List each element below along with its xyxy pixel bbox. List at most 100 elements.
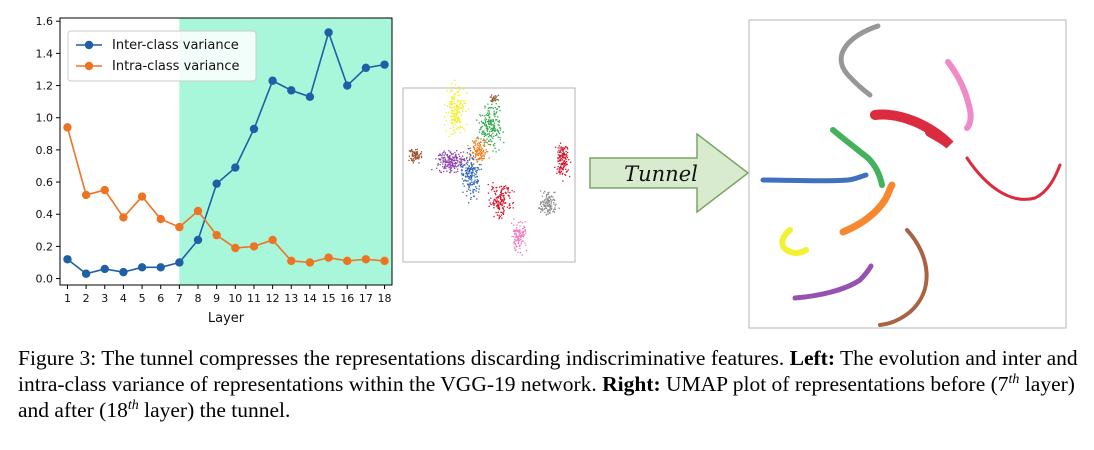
cluster-arc-pink bbox=[945, 59, 974, 131]
figure: 0.00.20.40.60.81.01.21.41.6 1 2 3 4 5 6 7 8 9 10 1… bbox=[36, 15, 1067, 329]
x-tick-label: 9 bbox=[213, 292, 220, 305]
x-tick-label: 2 bbox=[83, 292, 90, 305]
caption-left-text: The evolution and inter and intra-class … bbox=[18, 346, 1078, 396]
data-point-intra-class bbox=[287, 256, 296, 266]
cluster-purple bbox=[431, 150, 471, 174]
caption-figure-label: Figure 3: bbox=[18, 346, 97, 370]
figure-caption: Figure 3: The tunnel compresses the repr… bbox=[18, 345, 1084, 423]
data-point-intra-class bbox=[361, 255, 371, 264]
data-point-intra-class bbox=[100, 185, 109, 195]
x-tick-label: 6 bbox=[157, 292, 164, 305]
data-point-intra-class bbox=[193, 206, 203, 216]
legend-intra-class-marker bbox=[84, 61, 94, 71]
cluster-arc-gray bbox=[838, 23, 881, 98]
y-tick-label: 0.8 bbox=[36, 144, 54, 157]
series-lines bbox=[63, 28, 389, 278]
x-tick-label: 10 bbox=[228, 292, 242, 305]
cluster-yellow bbox=[443, 79, 470, 137]
caption-superscript-2: th bbox=[127, 397, 139, 413]
x-tick-label: 4 bbox=[120, 292, 127, 305]
x-tick-label: 16 bbox=[340, 292, 354, 305]
data-point-inter-class bbox=[119, 267, 128, 277]
data-point-inter-class bbox=[268, 76, 277, 85]
data-point-inter-class bbox=[193, 235, 203, 245]
cluster-pink bbox=[511, 218, 528, 256]
cluster-brown bbox=[489, 94, 499, 103]
data-point-inter-class bbox=[380, 60, 389, 69]
umap-plot-before-tunnel bbox=[402, 79, 576, 263]
y-tick-label: 1.4 bbox=[36, 47, 54, 60]
legend-inter-class-marker bbox=[84, 40, 94, 50]
cluster-green bbox=[476, 94, 505, 157]
cluster-arc-purple bbox=[792, 263, 874, 301]
y-axis-ticks: 0.0 0.2 0.4 0.6 0.8 1.0 1.2 1.4 1.6 bbox=[36, 15, 60, 286]
legend-intra-class-label: Intra-class variance bbox=[112, 59, 240, 74]
x-tick-label: 5 bbox=[139, 292, 146, 305]
data-point-intra-class bbox=[119, 213, 128, 222]
data-point-inter-class bbox=[100, 264, 109, 274]
cluster-gray bbox=[538, 190, 560, 216]
cluster-arc-red bbox=[965, 156, 1062, 201]
legend-inter-class-label: Inter-class variance bbox=[112, 38, 239, 53]
cluster-arc-blue bbox=[760, 172, 869, 184]
x-axis-label: Layer bbox=[208, 311, 245, 326]
data-point-inter-class bbox=[81, 269, 91, 278]
cluster-arc-green bbox=[830, 127, 885, 188]
data-point-inter-class bbox=[343, 81, 352, 90]
cluster-red bbox=[554, 142, 572, 182]
x-tick-label: 7 bbox=[176, 292, 183, 305]
variance-chart: 0.00.20.40.60.81.01.21.41.6 1 2 3 4 5 6 7 8 9 10 1… bbox=[36, 15, 393, 326]
data-point-intra-class bbox=[324, 253, 333, 262]
caption-right-label: Right: bbox=[602, 372, 661, 396]
caption-right-text-2: layer) and after (18 bbox=[18, 372, 1075, 422]
caption-right-text-1: UMAP plot of representations before (7 bbox=[666, 372, 1009, 396]
data-point-inter-class bbox=[305, 92, 315, 102]
tunnel-arrow-label: Tunnel bbox=[624, 162, 698, 186]
cluster-arc-orange bbox=[839, 181, 896, 236]
data-point-intra-class bbox=[137, 192, 147, 201]
data-point-inter-class bbox=[249, 124, 259, 134]
tunnel-arrow: Tunnel bbox=[589, 132, 750, 214]
caption-superscript-1: th bbox=[1008, 371, 1020, 387]
data-point-intra-class bbox=[305, 258, 315, 267]
y-tick-label: 1.6 bbox=[36, 15, 54, 28]
x-tick-label: 13 bbox=[284, 292, 298, 305]
data-point-intra-class bbox=[212, 230, 221, 240]
caption-left-label: Left: bbox=[789, 346, 835, 370]
cluster-arc-red bbox=[870, 109, 954, 149]
data-point-inter-class bbox=[287, 86, 296, 95]
data-point-inter-class bbox=[137, 263, 147, 272]
y-tick-label: 0.2 bbox=[36, 240, 54, 253]
cluster-arc-yellow bbox=[779, 227, 809, 257]
data-point-intra-class bbox=[156, 214, 165, 224]
data-point-intra-class bbox=[231, 243, 240, 253]
cluster-brown bbox=[408, 148, 423, 164]
data-point-inter-class bbox=[231, 163, 240, 172]
x-tick-label: 11 bbox=[247, 292, 261, 305]
data-point-intra-class bbox=[175, 222, 184, 232]
data-point-intra-class bbox=[63, 123, 72, 132]
x-tick-label: 1 bbox=[64, 292, 71, 305]
data-point-inter-class bbox=[156, 263, 165, 272]
data-point-intra-class bbox=[268, 235, 277, 245]
caption-right-text-3: layer) the tunnel. bbox=[144, 398, 291, 422]
x-tick-label: 18 bbox=[378, 292, 392, 305]
y-tick-label: 1.0 bbox=[36, 112, 54, 125]
plot-frame bbox=[59, 17, 393, 286]
data-point-intra-class bbox=[343, 256, 352, 266]
x-tick-label: 12 bbox=[266, 292, 280, 305]
x-tick-label: 14 bbox=[303, 292, 317, 305]
x-tick-label: 15 bbox=[322, 292, 336, 305]
cluster-blue bbox=[459, 147, 482, 204]
data-point-intra-class bbox=[380, 256, 389, 266]
cluster-arc-brown bbox=[878, 228, 929, 327]
data-point-inter-class bbox=[324, 28, 333, 37]
y-tick-label: 0.4 bbox=[36, 208, 54, 221]
x-tick-label: 17 bbox=[359, 292, 373, 305]
cluster-red bbox=[487, 182, 515, 220]
caption-sentence: The tunnel compresses the representation… bbox=[101, 346, 785, 370]
cluster-orange bbox=[467, 137, 490, 166]
x-tick-label: 3 bbox=[101, 292, 108, 305]
y-tick-label: 1.2 bbox=[36, 80, 54, 93]
data-point-intra-class bbox=[81, 190, 91, 200]
